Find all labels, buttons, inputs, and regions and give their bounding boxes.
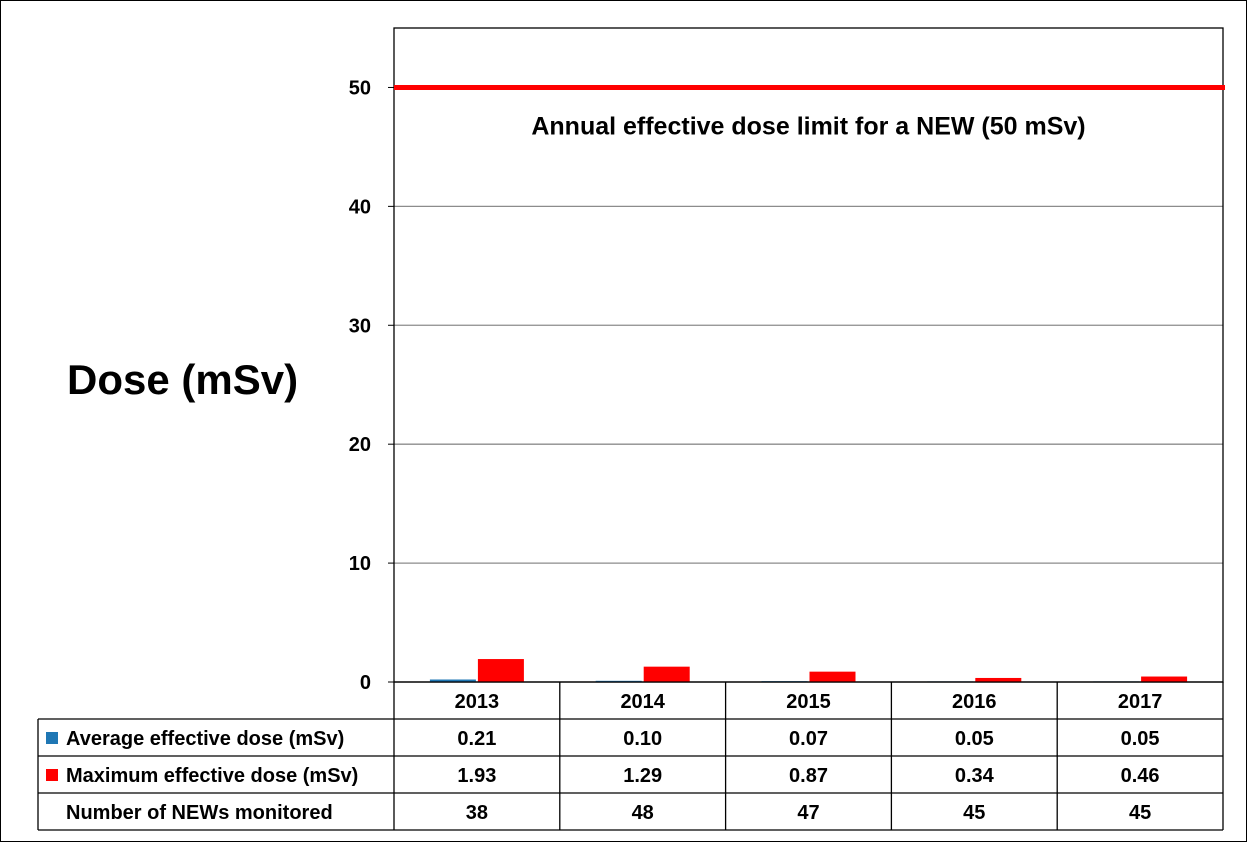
y-tick-label: 0 xyxy=(360,672,371,694)
table-cell-value: 0.46 xyxy=(1121,765,1160,787)
y-tick-label: 20 xyxy=(349,434,371,456)
y-tick-label: 30 xyxy=(349,315,371,337)
table-cell-value: 0.07 xyxy=(789,728,828,750)
bar-maximum-2014 xyxy=(643,666,690,682)
table-row-label-news-monitored: Number of NEWs monitored xyxy=(66,802,333,824)
table-cell-value: 0.34 xyxy=(955,765,995,787)
table-cell-value: 47 xyxy=(797,802,819,824)
dose-limit-annotation: Annual effective dose limit for a NEW (5… xyxy=(531,112,1085,140)
table-cell-value: 45 xyxy=(1129,802,1151,824)
bar-maximum-2015 xyxy=(809,671,856,682)
x-category-label: 2015 xyxy=(786,691,831,713)
table-cell-value: 0.87 xyxy=(789,765,828,787)
legend-label-maximum: Maximum effective dose (mSv) xyxy=(66,765,358,787)
legend-key-maximum xyxy=(46,769,58,781)
x-category-label: 2016 xyxy=(952,691,997,713)
bar-average-2013 xyxy=(429,679,476,682)
y-tick-label: 50 xyxy=(349,77,371,99)
table-cell-value: 0.10 xyxy=(623,728,662,750)
table-cell-value: 45 xyxy=(963,802,985,824)
x-category-label: 2013 xyxy=(455,691,500,713)
table-cell-value: 38 xyxy=(466,802,488,824)
table-cell-value: 0.21 xyxy=(457,728,496,750)
x-category-label: 2014 xyxy=(620,691,665,713)
table-cell-value: 1.93 xyxy=(457,765,496,787)
bar-maximum-2013 xyxy=(477,659,524,682)
table-cell-value: 48 xyxy=(632,802,654,824)
y-axis-label: Dose (mSv) xyxy=(67,356,299,403)
bar-maximum-2017 xyxy=(1141,676,1188,682)
table-cell-value: 0.05 xyxy=(955,728,994,750)
x-category-label: 2017 xyxy=(1118,691,1163,713)
legend-label-average: Average effective dose (mSv) xyxy=(66,728,344,750)
table-cell-value: 1.29 xyxy=(623,765,662,787)
y-tick-label: 10 xyxy=(349,553,371,575)
y-tick-label: 40 xyxy=(349,196,371,218)
legend-key-average xyxy=(46,732,58,744)
bar-maximum-2016 xyxy=(975,677,1022,682)
table-cell-value: 0.05 xyxy=(1121,728,1160,750)
